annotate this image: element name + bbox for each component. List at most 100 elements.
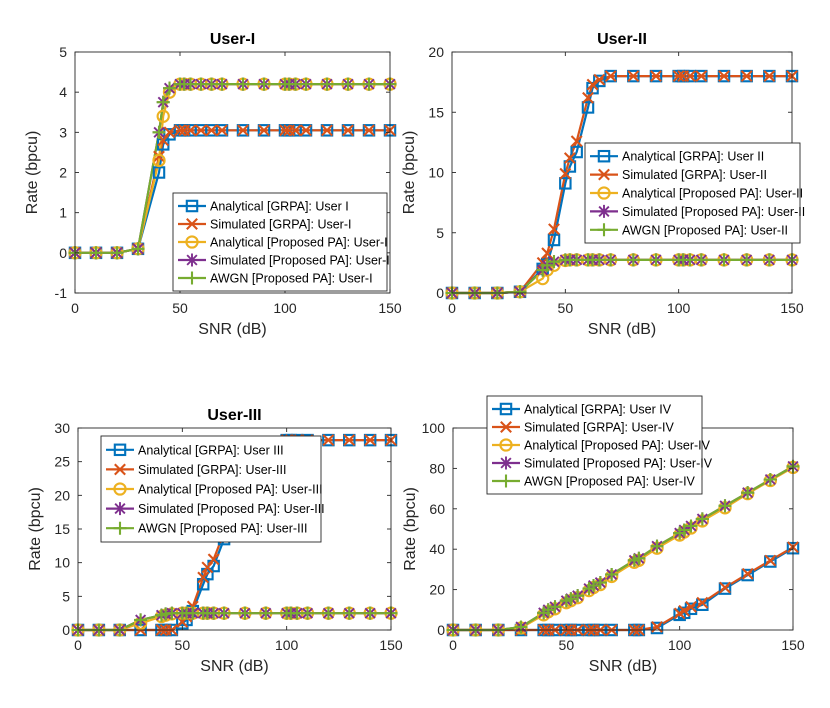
- data-point-s1-21: [696, 598, 709, 611]
- data-point-s2-23: [364, 434, 377, 447]
- y-tick-label: 15: [428, 104, 444, 120]
- legend-marker-4: [185, 253, 199, 267]
- data-point-s5-23: [741, 486, 755, 500]
- chart-panel-3: 0 50 100 150 0 5 10 15 20 25 30 User-III SNR (dB) Rat…: [27, 407, 403, 675]
- data-point-s1-10: [570, 145, 583, 159]
- data-point-s5-14: [605, 567, 619, 581]
- data-point-s5-4: [513, 285, 527, 299]
- y-tick-label: 15: [54, 521, 70, 537]
- data-point-s2-11: [195, 124, 207, 137]
- legend: Analytical [GRPA]: User III Simulated [GR…: [100, 435, 325, 543]
- data-point-s5-9: [564, 592, 578, 606]
- legend-marker-5: [185, 271, 199, 285]
- data-point-s5-15: [626, 253, 640, 267]
- legend-label: AWGN [Proposed PA]: User-III: [138, 522, 308, 536]
- data-point-s1-20: [695, 69, 708, 83]
- data-point-s2-14: [604, 70, 617, 83]
- data-point-s5-3: [110, 246, 124, 260]
- legend-label: Analytical [Proposed PA]: User-II: [622, 187, 803, 201]
- data-point-s3-6: [156, 109, 170, 123]
- data-point-s5-6: [156, 95, 170, 109]
- data-point-s2-15: [627, 70, 640, 83]
- x-tick-label: 0: [448, 300, 456, 316]
- data-point-s5-10: [571, 589, 585, 603]
- legend-marker-4: [113, 502, 127, 516]
- data-point-s1-15: [257, 124, 271, 137]
- data-point-s2-7: [548, 223, 560, 236]
- legend-label: Simulated [GRPA]: User-I: [210, 218, 351, 232]
- x-tick-label: 100: [273, 300, 297, 316]
- data-point-s5-19: [299, 77, 313, 91]
- data-point-s2-20: [685, 600, 697, 613]
- y-tick-label: 40: [429, 541, 445, 557]
- legend-label: Simulated [GRPA]: User-IV: [524, 421, 674, 435]
- data-point-s2-21: [322, 434, 335, 447]
- data-point-s5-12: [587, 579, 601, 593]
- data-point-s2-21: [696, 596, 709, 609]
- data-point-s1-23: [363, 433, 377, 447]
- data-point-s2-21: [342, 124, 354, 137]
- legend-label: Analytical [Proposed PA]: User-IV: [524, 439, 711, 453]
- data-point-s2-16: [279, 124, 291, 137]
- data-point-s5-24: [763, 473, 777, 487]
- y-axis-label: Rate (bpcu): [401, 131, 418, 215]
- data-point-s2-19: [678, 604, 691, 617]
- data-point-s1-17: [650, 621, 664, 635]
- y-axis-label: Rate (bpcu): [24, 131, 41, 215]
- data-point-s2-13: [216, 124, 228, 137]
- y-tick-label: 3: [59, 124, 67, 140]
- legend-marker-2: [114, 463, 126, 476]
- legend-label: Analytical [GRPA]: User IV: [524, 403, 672, 417]
- y-tick-label: 10: [54, 555, 70, 571]
- series-group: [68, 77, 397, 260]
- legend-marker-3: [499, 438, 513, 452]
- legend-label: AWGN [Proposed PA]: User-IV: [524, 475, 696, 489]
- legend: Analytical [GRPA]: User I Simulated [GRPA…: [172, 192, 390, 292]
- data-point-s2-21: [718, 70, 730, 83]
- y-tick-label: 5: [59, 44, 67, 60]
- data-point-s5-14: [217, 606, 231, 620]
- data-point-s1-15: [627, 69, 640, 83]
- y-tick-label: 4: [59, 84, 67, 100]
- data-point-s1-23: [741, 568, 754, 582]
- legend-box: [172, 192, 388, 292]
- data-point-s1-7: [547, 233, 561, 247]
- data-point-s5-20: [301, 606, 315, 620]
- legend: Analytical [GRPA]: User II Simulated [GRP…: [584, 142, 805, 244]
- data-point-s1-9: [563, 160, 577, 173]
- legend: Analytical [GRPA]: User IV Simulated [GRP…: [486, 395, 713, 495]
- x-tick-label: 50: [559, 637, 575, 653]
- data-point-s1-23: [763, 69, 776, 83]
- data-point-s2-15: [258, 124, 270, 137]
- data-point-s1-16: [649, 69, 663, 83]
- data-point-s1-20: [320, 124, 334, 137]
- legend-label: Analytical [Proposed PA]: User-I: [210, 236, 388, 250]
- data-point-s5-5: [152, 125, 166, 139]
- legend-marker-1: [597, 149, 611, 163]
- data-point-s3-5: [152, 153, 166, 168]
- y-tick-label: 20: [429, 582, 445, 598]
- data-point-s5-16: [632, 551, 646, 565]
- legend-label: Simulated [GRPA]: User-III: [138, 463, 286, 477]
- x-tick-label: 150: [781, 637, 805, 653]
- x-tick-label: 100: [275, 637, 299, 653]
- data-point-s2-24: [764, 554, 777, 567]
- data-point-s2-11: [197, 571, 210, 584]
- data-point-s2-20: [695, 70, 708, 83]
- data-point-s5-6: [540, 258, 554, 272]
- data-point-s5-7: [163, 81, 176, 95]
- data-point-s5-4: [131, 242, 145, 256]
- data-point-s5-2: [89, 246, 103, 260]
- legend-marker-3: [113, 482, 127, 496]
- data-point-s5-13: [592, 253, 606, 267]
- data-point-s1-14: [236, 124, 250, 137]
- legend-label: Simulated [Proposed PA]: User-III: [138, 502, 325, 516]
- data-point-s5-20: [684, 519, 698, 533]
- data-point-s5-22: [342, 606, 356, 620]
- x-tick-label: 100: [667, 300, 691, 316]
- data-point-s2-10: [184, 124, 197, 137]
- data-point-s5-17: [650, 539, 664, 553]
- data-point-s2-19: [684, 70, 696, 83]
- legend-label: Simulated [Proposed PA]: User-II: [622, 205, 805, 219]
- data-point-s5-23: [363, 606, 377, 620]
